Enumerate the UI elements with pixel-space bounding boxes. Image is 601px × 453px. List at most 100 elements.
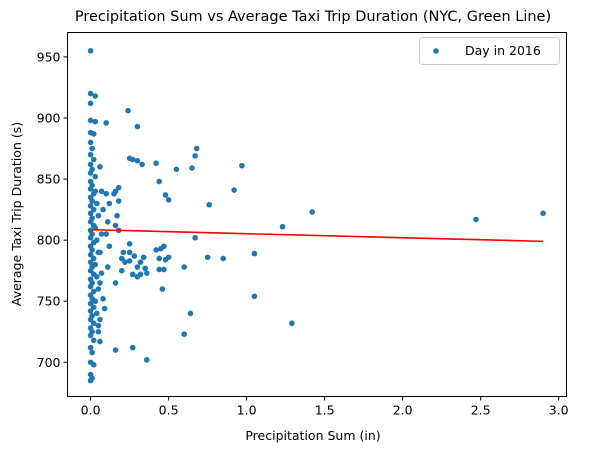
scatter-point — [87, 151, 94, 158]
scatter-point — [540, 210, 546, 217]
scatter-point — [92, 173, 99, 180]
scatter-point — [87, 48, 94, 54]
legend-box — [419, 37, 560, 65]
scatter-point — [100, 295, 106, 302]
scatter-point — [112, 222, 119, 229]
x-tick-label: 2.0 — [393, 403, 413, 418]
scatter-point — [161, 243, 167, 250]
y-axis-ticks: 700 750 800 850 900 950 — [37, 49, 68, 370]
scatter-point — [115, 198, 122, 204]
scatter-point — [137, 271, 144, 278]
scatter-point — [87, 332, 94, 339]
x-tick-label: 0.0 — [81, 403, 101, 418]
scatter-point — [103, 190, 109, 197]
scatter-point — [193, 145, 200, 152]
scatter-point — [87, 90, 94, 97]
scatter-point — [103, 231, 109, 237]
scatter-point — [104, 264, 111, 270]
scatter-point — [98, 270, 105, 276]
scatter-point — [98, 231, 105, 237]
scatter-point — [122, 259, 128, 265]
scatter-point — [95, 322, 102, 329]
scatter-point — [90, 361, 97, 368]
scatter-point — [143, 270, 150, 276]
scatter-point — [90, 288, 97, 295]
scatter-point — [134, 123, 141, 130]
scatter-point — [92, 298, 99, 305]
scatter-point — [119, 267, 125, 274]
scatter-point — [173, 166, 180, 173]
scatter-point — [87, 139, 94, 146]
scatter-point — [104, 219, 111, 225]
legend: Day in 2016 — [419, 37, 560, 65]
scatter-point — [95, 286, 102, 292]
scatter-point — [139, 161, 145, 168]
scatter-point — [220, 255, 227, 262]
scatter-point — [131, 253, 138, 259]
scatter-point — [289, 320, 295, 327]
scatter-point — [87, 234, 94, 241]
scatter-point — [134, 157, 141, 164]
scatter-point — [97, 249, 103, 256]
scatter-point — [114, 212, 120, 219]
plot-frame — [67, 32, 567, 397]
scatter-point — [112, 347, 119, 353]
scatter-point — [87, 308, 94, 314]
legend-label: Day in 2016 — [465, 43, 541, 58]
scatter-point — [143, 357, 150, 363]
scatter-point — [97, 338, 103, 345]
scatter-point — [87, 203, 94, 209]
scatter-point — [98, 188, 105, 195]
legend-marker — [433, 48, 439, 54]
scatter-point — [90, 304, 97, 311]
scatter-point — [89, 247, 95, 253]
scatter-point — [239, 162, 245, 169]
scatter-point — [87, 377, 94, 384]
scatter-point — [87, 267, 94, 274]
scatter-point — [94, 237, 100, 243]
y-tick-label: 700 — [37, 355, 61, 370]
scatter-point — [153, 247, 159, 253]
scatter-point — [87, 259, 94, 265]
scatter-point — [92, 188, 99, 195]
scatter-point — [279, 223, 286, 230]
scatter-point — [92, 93, 99, 99]
scatter-point — [309, 209, 315, 215]
scatter-point — [115, 184, 122, 191]
scatter-point — [87, 316, 94, 323]
scatter-point — [142, 265, 149, 272]
scatter-point — [162, 192, 169, 198]
scatter-point — [94, 274, 100, 280]
scatter-point — [156, 255, 163, 262]
scatter-point — [87, 170, 94, 176]
scatter-point — [95, 328, 102, 335]
scatter-point — [87, 252, 94, 258]
scatter-point — [181, 331, 188, 338]
scatter-point — [129, 156, 136, 163]
scatter-point — [94, 310, 100, 317]
scatter-point — [92, 261, 99, 268]
scatter-point — [473, 216, 479, 223]
scatter-point — [87, 219, 94, 225]
y-axis-label: Average Taxi Trip Duration (s) — [9, 122, 24, 306]
scatter-point — [161, 266, 167, 273]
scatter-point — [159, 286, 166, 292]
scatter-point — [134, 264, 141, 270]
scatter-point — [204, 254, 211, 261]
scatter-point — [126, 258, 133, 264]
y-tick-label: 850 — [37, 172, 61, 187]
scatter-point — [119, 255, 125, 262]
x-axis-label: Precipitation Sum (in) — [245, 428, 380, 443]
scatter-point — [97, 164, 103, 170]
scatter-point — [90, 156, 97, 163]
scatter-point — [251, 250, 258, 257]
x-tick-label: 3.0 — [549, 403, 569, 418]
scatter-point — [97, 316, 103, 323]
scatter-point — [126, 241, 133, 247]
scatter-point — [192, 234, 198, 241]
scatter-point — [97, 280, 103, 286]
scatter-point — [129, 271, 136, 278]
scatter-point — [90, 320, 97, 327]
